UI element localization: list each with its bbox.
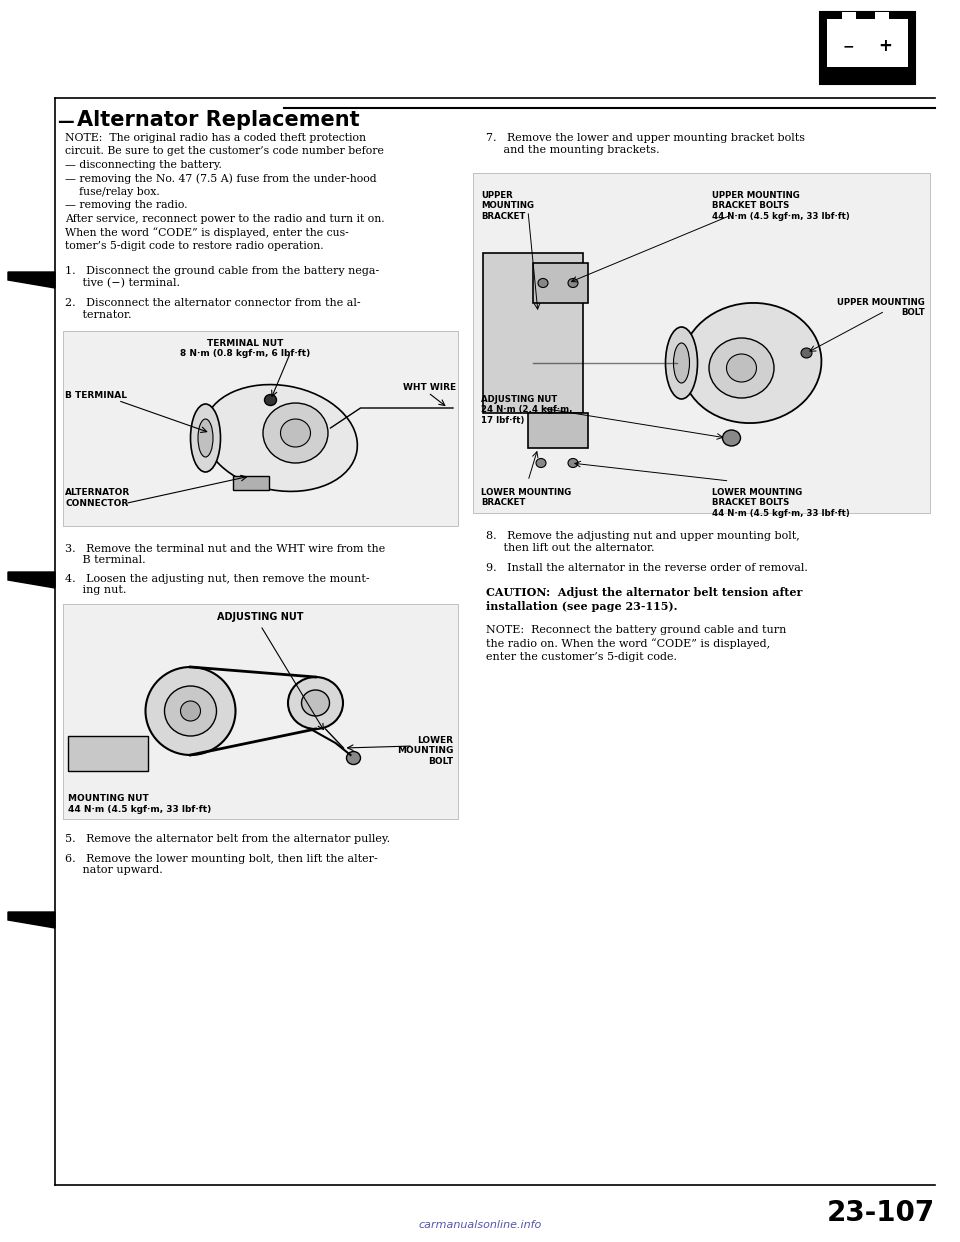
Ellipse shape [347, 751, 361, 765]
Text: 4.   Loosen the adjusting nut, then remove the mount-
     ing nut.: 4. Loosen the adjusting nut, then remove… [65, 574, 370, 595]
Ellipse shape [180, 700, 201, 722]
Ellipse shape [727, 354, 756, 383]
Bar [533, 263, 588, 303]
Bar [842, 12, 856, 24]
Text: 1.   Disconnect the ground cable from the battery nega-
     tive (−) terminal.: 1. Disconnect the ground cable from the … [65, 267, 379, 288]
Bar [827, 19, 908, 67]
Text: MOUNTING NUT
44 N·m (4.5 kgf·m, 33 lbf·ft): MOUNTING NUT 44 N·m (4.5 kgf·m, 33 lbf·f… [68, 794, 211, 814]
Text: B TERMINAL: B TERMINAL [65, 390, 127, 400]
Text: −: − [842, 39, 853, 53]
Text: fuse/relay box.: fuse/relay box. [65, 188, 159, 197]
Text: ADJUSTING NUT: ADJUSTING NUT [217, 611, 303, 621]
Text: installation (see page 23-115).: installation (see page 23-115). [486, 601, 678, 612]
Ellipse shape [536, 458, 546, 467]
Text: NOTE:  The original radio has a coded theft protection: NOTE: The original radio has a coded the… [65, 133, 366, 143]
Ellipse shape [538, 278, 548, 287]
Text: 9.   Install the alternator in the reverse order of removal.: 9. Install the alternator in the reverse… [486, 563, 808, 573]
Text: the radio on. When the word “CODE” is displayed,: the radio on. When the word “CODE” is di… [486, 638, 770, 650]
Polygon shape [8, 272, 55, 288]
Text: 23-107: 23-107 [827, 1199, 935, 1227]
Text: — removing the No. 47 (7.5 A) fuse from the under-hood: — removing the No. 47 (7.5 A) fuse from … [65, 174, 376, 184]
Text: Alternator Replacement: Alternator Replacement [77, 111, 360, 130]
Ellipse shape [723, 430, 740, 446]
Ellipse shape [164, 686, 217, 737]
Bar [528, 414, 588, 448]
Bar [820, 12, 915, 84]
Text: TERMINAL NUT
8 N·m (0.8 kgf·m, 6 lbf·ft): TERMINAL NUT 8 N·m (0.8 kgf·m, 6 lbf·ft) [180, 339, 311, 358]
Text: LOWER
MOUNTING
BOLT: LOWER MOUNTING BOLT [396, 737, 453, 766]
Ellipse shape [801, 348, 812, 358]
Text: tomer’s 5-digit code to restore radio operation.: tomer’s 5-digit code to restore radio op… [65, 241, 324, 251]
Bar [68, 737, 148, 771]
Text: 8.   Remove the adjusting nut and upper mounting bolt,
     then lift out the al: 8. Remove the adjusting nut and upper mo… [486, 532, 800, 553]
Text: 2.   Disconnect the alternator connector from the al-
     ternator.: 2. Disconnect the alternator connector f… [65, 298, 361, 320]
Text: UPPER MOUNTING
BOLT: UPPER MOUNTING BOLT [837, 298, 925, 318]
Text: LOWER MOUNTING
BRACKET BOLTS
44 N·m (4.5 kgf·m, 33 lbf·ft): LOWER MOUNTING BRACKET BOLTS 44 N·m (4.5… [711, 488, 850, 518]
Ellipse shape [204, 385, 357, 492]
Text: 7.   Remove the lower and upper mounting bracket bolts
     and the mounting bra: 7. Remove the lower and upper mounting b… [486, 133, 805, 154]
Ellipse shape [198, 419, 213, 457]
Ellipse shape [674, 343, 689, 383]
Ellipse shape [568, 458, 578, 467]
Text: When the word “CODE” is displayed, enter the cus-: When the word “CODE” is displayed, enter… [65, 227, 348, 238]
Text: ADJUSTING NUT
24 N·m (2.4 kgf·m,
17 lbf·ft): ADJUSTING NUT 24 N·m (2.4 kgf·m, 17 lbf·… [481, 395, 572, 425]
Ellipse shape [709, 338, 774, 397]
Text: 6.   Remove the lower mounting bolt, then lift the alter-
     nator upward.: 6. Remove the lower mounting bolt, then … [65, 853, 377, 876]
Text: CAUTION:  Adjust the alternator belt tension after: CAUTION: Adjust the alternator belt tens… [486, 587, 803, 597]
Text: UPPER MOUNTING
BRACKET BOLTS
44 N·m (4.5 kgf·m, 33 lbf·ft): UPPER MOUNTING BRACKET BOLTS 44 N·m (4.5… [711, 191, 850, 221]
Ellipse shape [301, 691, 329, 715]
Text: circuit. Be sure to get the customer’s code number before: circuit. Be sure to get the customer’s c… [65, 147, 384, 156]
Bar [875, 12, 889, 24]
Text: — disconnecting the battery.: — disconnecting the battery. [65, 160, 222, 170]
Ellipse shape [265, 395, 276, 405]
Text: NOTE:  Reconnect the battery ground cable and turn: NOTE: Reconnect the battery ground cable… [486, 625, 786, 635]
Text: 5.   Remove the alternator belt from the alternator pulley.: 5. Remove the alternator belt from the a… [65, 833, 390, 843]
Ellipse shape [263, 402, 328, 463]
Ellipse shape [568, 278, 578, 287]
Text: WHT WIRE: WHT WIRE [403, 383, 456, 391]
Text: enter the customer’s 5-digit code.: enter the customer’s 5-digit code. [486, 652, 677, 662]
Ellipse shape [682, 303, 822, 424]
Text: — removing the radio.: — removing the radio. [65, 200, 187, 210]
Text: UPPER
MOUNTING
BRACKET: UPPER MOUNTING BRACKET [481, 191, 534, 221]
Text: —: — [57, 113, 74, 130]
Bar [473, 173, 930, 513]
Text: +: + [878, 37, 892, 55]
Text: ALTERNATOR
CONNECTOR: ALTERNATOR CONNECTOR [65, 488, 131, 508]
Ellipse shape [665, 327, 698, 399]
Bar [483, 253, 583, 414]
Polygon shape [8, 912, 55, 928]
Ellipse shape [288, 677, 343, 729]
Ellipse shape [146, 667, 235, 755]
Bar [63, 330, 458, 525]
Polygon shape [8, 573, 55, 587]
Bar [63, 604, 458, 818]
Text: 3.   Remove the terminal nut and the WHT wire from the
     B terminal.: 3. Remove the terminal nut and the WHT w… [65, 544, 385, 565]
Ellipse shape [280, 419, 310, 447]
Bar [232, 476, 269, 491]
Text: LOWER MOUNTING
BRACKET: LOWER MOUNTING BRACKET [481, 488, 571, 508]
Ellipse shape [190, 404, 221, 472]
Text: After service, reconnect power to the radio and turn it on.: After service, reconnect power to the ra… [65, 214, 385, 224]
Text: carmanualsonline.info: carmanualsonline.info [419, 1220, 541, 1230]
